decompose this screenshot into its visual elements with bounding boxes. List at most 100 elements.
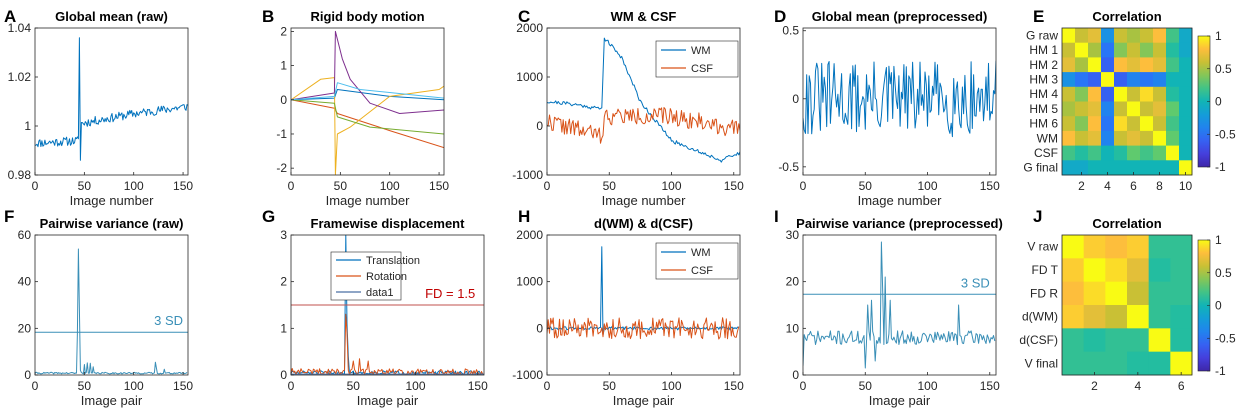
- heatmap-cell: [1153, 116, 1167, 132]
- heatmap-cell: [1062, 57, 1076, 73]
- heatmap-cell: [1062, 281, 1085, 306]
- y-tick-label: 0: [792, 368, 799, 382]
- x-axis-label: Image number: [602, 193, 686, 208]
- row-label: HM 1: [1029, 43, 1058, 57]
- series-line-pairwise-variance-preprocessed-: [803, 241, 996, 369]
- heatmap-cell: [1075, 42, 1089, 58]
- series-line-motion-3: [291, 77, 444, 175]
- heatmap-cell: [1170, 328, 1193, 353]
- row-label: HM 4: [1029, 87, 1058, 101]
- heatmap-cell: [1062, 145, 1076, 161]
- x-tick-label: 50: [859, 179, 873, 193]
- axes-box: [34, 234, 189, 376]
- heatmap-cell: [1062, 160, 1076, 176]
- heatmap-cell: [1101, 160, 1115, 176]
- heatmap-cell: [1166, 28, 1180, 44]
- x-axis-label: Image pair: [357, 393, 419, 408]
- heatmap-cell: [1127, 258, 1150, 283]
- legend-box: [655, 40, 739, 78]
- heatmap-cell: [1127, 281, 1150, 306]
- row-label: FD T: [1032, 263, 1059, 277]
- heatmap-cell: [1140, 57, 1154, 73]
- y-tick-label: 1: [24, 119, 31, 133]
- heatmap-cell: [1127, 305, 1150, 329]
- y-tick-label: -1000: [512, 368, 543, 382]
- heatmap-cell: [1075, 116, 1089, 132]
- x-tick-label: 0: [800, 379, 807, 393]
- panel-letter: C: [518, 7, 530, 26]
- heatmap-cell: [1101, 42, 1115, 58]
- heatmap-cell: [1062, 72, 1076, 88]
- axes-box: [546, 27, 741, 176]
- panel-g: FD = 1.5 0 50 100 150 0 1 2 3 Framewise displacem…: [262, 207, 488, 408]
- colorbar-label: -1: [1215, 364, 1226, 378]
- heatmap-cell: [1170, 235, 1193, 259]
- x-tick-label: 100: [918, 179, 938, 193]
- heatmap-cell: [1062, 351, 1085, 376]
- plot-area: [35, 28, 188, 175]
- heatmap-cell: [1166, 160, 1180, 176]
- heatmap-cell: [1140, 130, 1154, 146]
- y-tick-label: 60: [18, 228, 32, 242]
- y-tick-label: 20: [18, 321, 32, 335]
- y-tick-label: 10: [786, 321, 800, 335]
- heatmap-cell: [1153, 160, 1167, 176]
- y-tick-label: 1: [280, 59, 287, 73]
- y-tick-label: 0: [536, 321, 543, 335]
- heatmap-cell: [1127, 57, 1141, 73]
- colorbar-label: 0.5: [1215, 266, 1232, 280]
- x-tick-label: 50: [78, 179, 92, 193]
- y-tick-label: 40: [18, 275, 32, 289]
- threshold-label: 3 SD: [154, 313, 183, 328]
- plot-lines: [291, 30, 444, 175]
- x-tick-label: 100: [380, 179, 400, 193]
- x-tick-label: 50: [603, 379, 617, 393]
- heatmap-cell: [1153, 28, 1167, 44]
- heatmap-cell: [1105, 235, 1128, 259]
- x-tick-label: 0: [800, 179, 807, 193]
- heatmap-cell: [1127, 145, 1141, 161]
- heatmap-cell: [1105, 351, 1128, 376]
- heatmap-cell: [1105, 328, 1128, 353]
- plot-area: [35, 235, 188, 375]
- heatmap-cell: [1075, 101, 1089, 117]
- axes-box: [802, 234, 997, 376]
- heatmap-cell: [1127, 130, 1141, 146]
- heatmap-cell: [1140, 145, 1154, 161]
- panel-title: Global mean (preprocessed): [812, 9, 988, 24]
- x-tick-label: 50: [603, 179, 617, 193]
- axes-box: [290, 234, 485, 376]
- heatmap-cell: [1179, 57, 1193, 73]
- heatmap-cell: [1114, 160, 1128, 176]
- series-line-motion-5: [291, 99, 444, 135]
- heatmap-cell: [1083, 258, 1106, 283]
- row-label: HM 2: [1029, 58, 1058, 72]
- heatmap-cell: [1062, 328, 1085, 353]
- panel-letter: J: [1033, 207, 1042, 226]
- heatmap-cell: [1075, 130, 1089, 146]
- x-tick-label: 150: [980, 179, 1000, 193]
- heatmap-cell: [1127, 235, 1150, 259]
- series-line-csf: [547, 107, 740, 144]
- heatmap-cell: [1140, 72, 1154, 88]
- heatmap-cell: [1062, 101, 1076, 117]
- x-tick-label: 100: [124, 179, 144, 193]
- y-tick-label: -1: [276, 127, 287, 141]
- colorbar-label: 0: [1215, 95, 1222, 109]
- y-tick-label: 2000: [516, 228, 543, 242]
- y-tick-label: 0: [280, 368, 287, 382]
- x-tick-label: 0: [32, 179, 39, 193]
- panel-letter: B: [262, 7, 274, 26]
- panel-title: Correlation: [1092, 216, 1161, 231]
- threshold-label: FD = 1.5: [425, 286, 475, 301]
- axes-box: [290, 27, 445, 176]
- row-label: HM 5: [1029, 102, 1058, 116]
- heatmap-cell: [1088, 72, 1102, 88]
- heatmap-cell: [1166, 101, 1180, 117]
- series-line-motion-6: [291, 82, 444, 101]
- heatmap-cell: [1148, 235, 1171, 259]
- x-tick-label: 150: [724, 179, 744, 193]
- colorbar-label: 1: [1215, 29, 1222, 43]
